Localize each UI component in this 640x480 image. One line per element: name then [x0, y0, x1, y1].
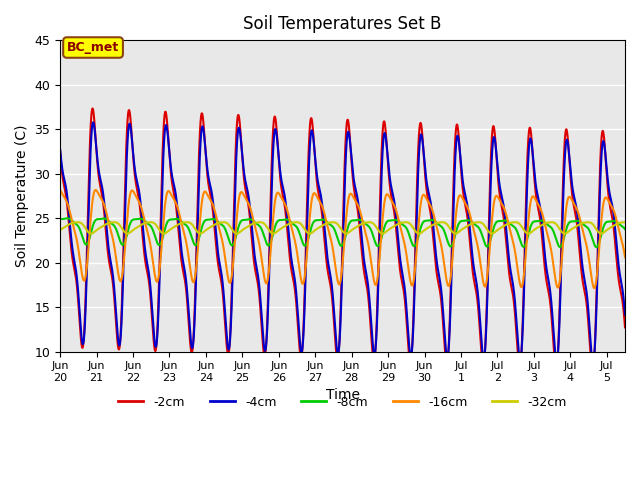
- -4cm: [621, 312, 629, 317]
- Title: Soil Temperatures Set B: Soil Temperatures Set B: [243, 15, 442, 33]
- -16cm: [56, 187, 64, 193]
- -4cm: [56, 146, 64, 152]
- -8cm: [593, 244, 600, 250]
- -2cm: [589, 367, 596, 373]
- -2cm: [99, 199, 107, 205]
- -16cm: [92, 187, 99, 193]
- Line: -16cm: -16cm: [60, 190, 625, 288]
- -32cm: [520, 227, 528, 233]
- -32cm: [306, 231, 314, 237]
- -4cm: [572, 201, 580, 207]
- -32cm: [99, 223, 107, 229]
- -8cm: [206, 216, 214, 222]
- -2cm: [206, 189, 214, 194]
- -8cm: [461, 218, 469, 224]
- -16cm: [206, 196, 214, 202]
- -4cm: [206, 180, 214, 186]
- -32cm: [621, 219, 629, 225]
- -2cm: [461, 201, 469, 206]
- -2cm: [56, 148, 64, 154]
- Legend: -2cm, -4cm, -8cm, -16cm, -32cm: -2cm, -4cm, -8cm, -16cm, -32cm: [113, 391, 572, 414]
- -8cm: [520, 244, 528, 250]
- -16cm: [591, 285, 598, 291]
- -4cm: [461, 191, 469, 196]
- X-axis label: Time: Time: [326, 388, 360, 402]
- -32cm: [227, 224, 234, 229]
- -32cm: [584, 219, 592, 225]
- -4cm: [589, 360, 597, 366]
- -32cm: [56, 227, 64, 233]
- -2cm: [227, 330, 234, 336]
- -2cm: [621, 324, 629, 330]
- -2cm: [572, 213, 580, 218]
- -16cm: [572, 204, 580, 210]
- -16cm: [461, 200, 469, 206]
- Line: -8cm: -8cm: [60, 218, 625, 247]
- -2cm: [89, 106, 97, 111]
- -8cm: [99, 216, 107, 221]
- -8cm: [63, 216, 71, 221]
- -8cm: [572, 218, 580, 224]
- Line: -4cm: -4cm: [60, 122, 625, 363]
- -4cm: [520, 289, 528, 295]
- Line: -2cm: -2cm: [60, 108, 625, 370]
- Line: -32cm: -32cm: [60, 222, 625, 234]
- -16cm: [621, 254, 629, 260]
- -32cm: [206, 225, 214, 230]
- -16cm: [227, 280, 234, 286]
- Text: BC_met: BC_met: [67, 41, 119, 54]
- -4cm: [89, 120, 97, 125]
- -32cm: [572, 224, 580, 229]
- -8cm: [227, 240, 234, 246]
- -8cm: [56, 216, 64, 222]
- -4cm: [227, 334, 234, 340]
- Y-axis label: Soil Temperature (C): Soil Temperature (C): [15, 125, 29, 267]
- -8cm: [621, 226, 629, 232]
- -32cm: [461, 225, 469, 230]
- -4cm: [99, 190, 107, 196]
- -2cm: [520, 275, 528, 280]
- -16cm: [99, 199, 107, 205]
- -16cm: [520, 272, 528, 277]
